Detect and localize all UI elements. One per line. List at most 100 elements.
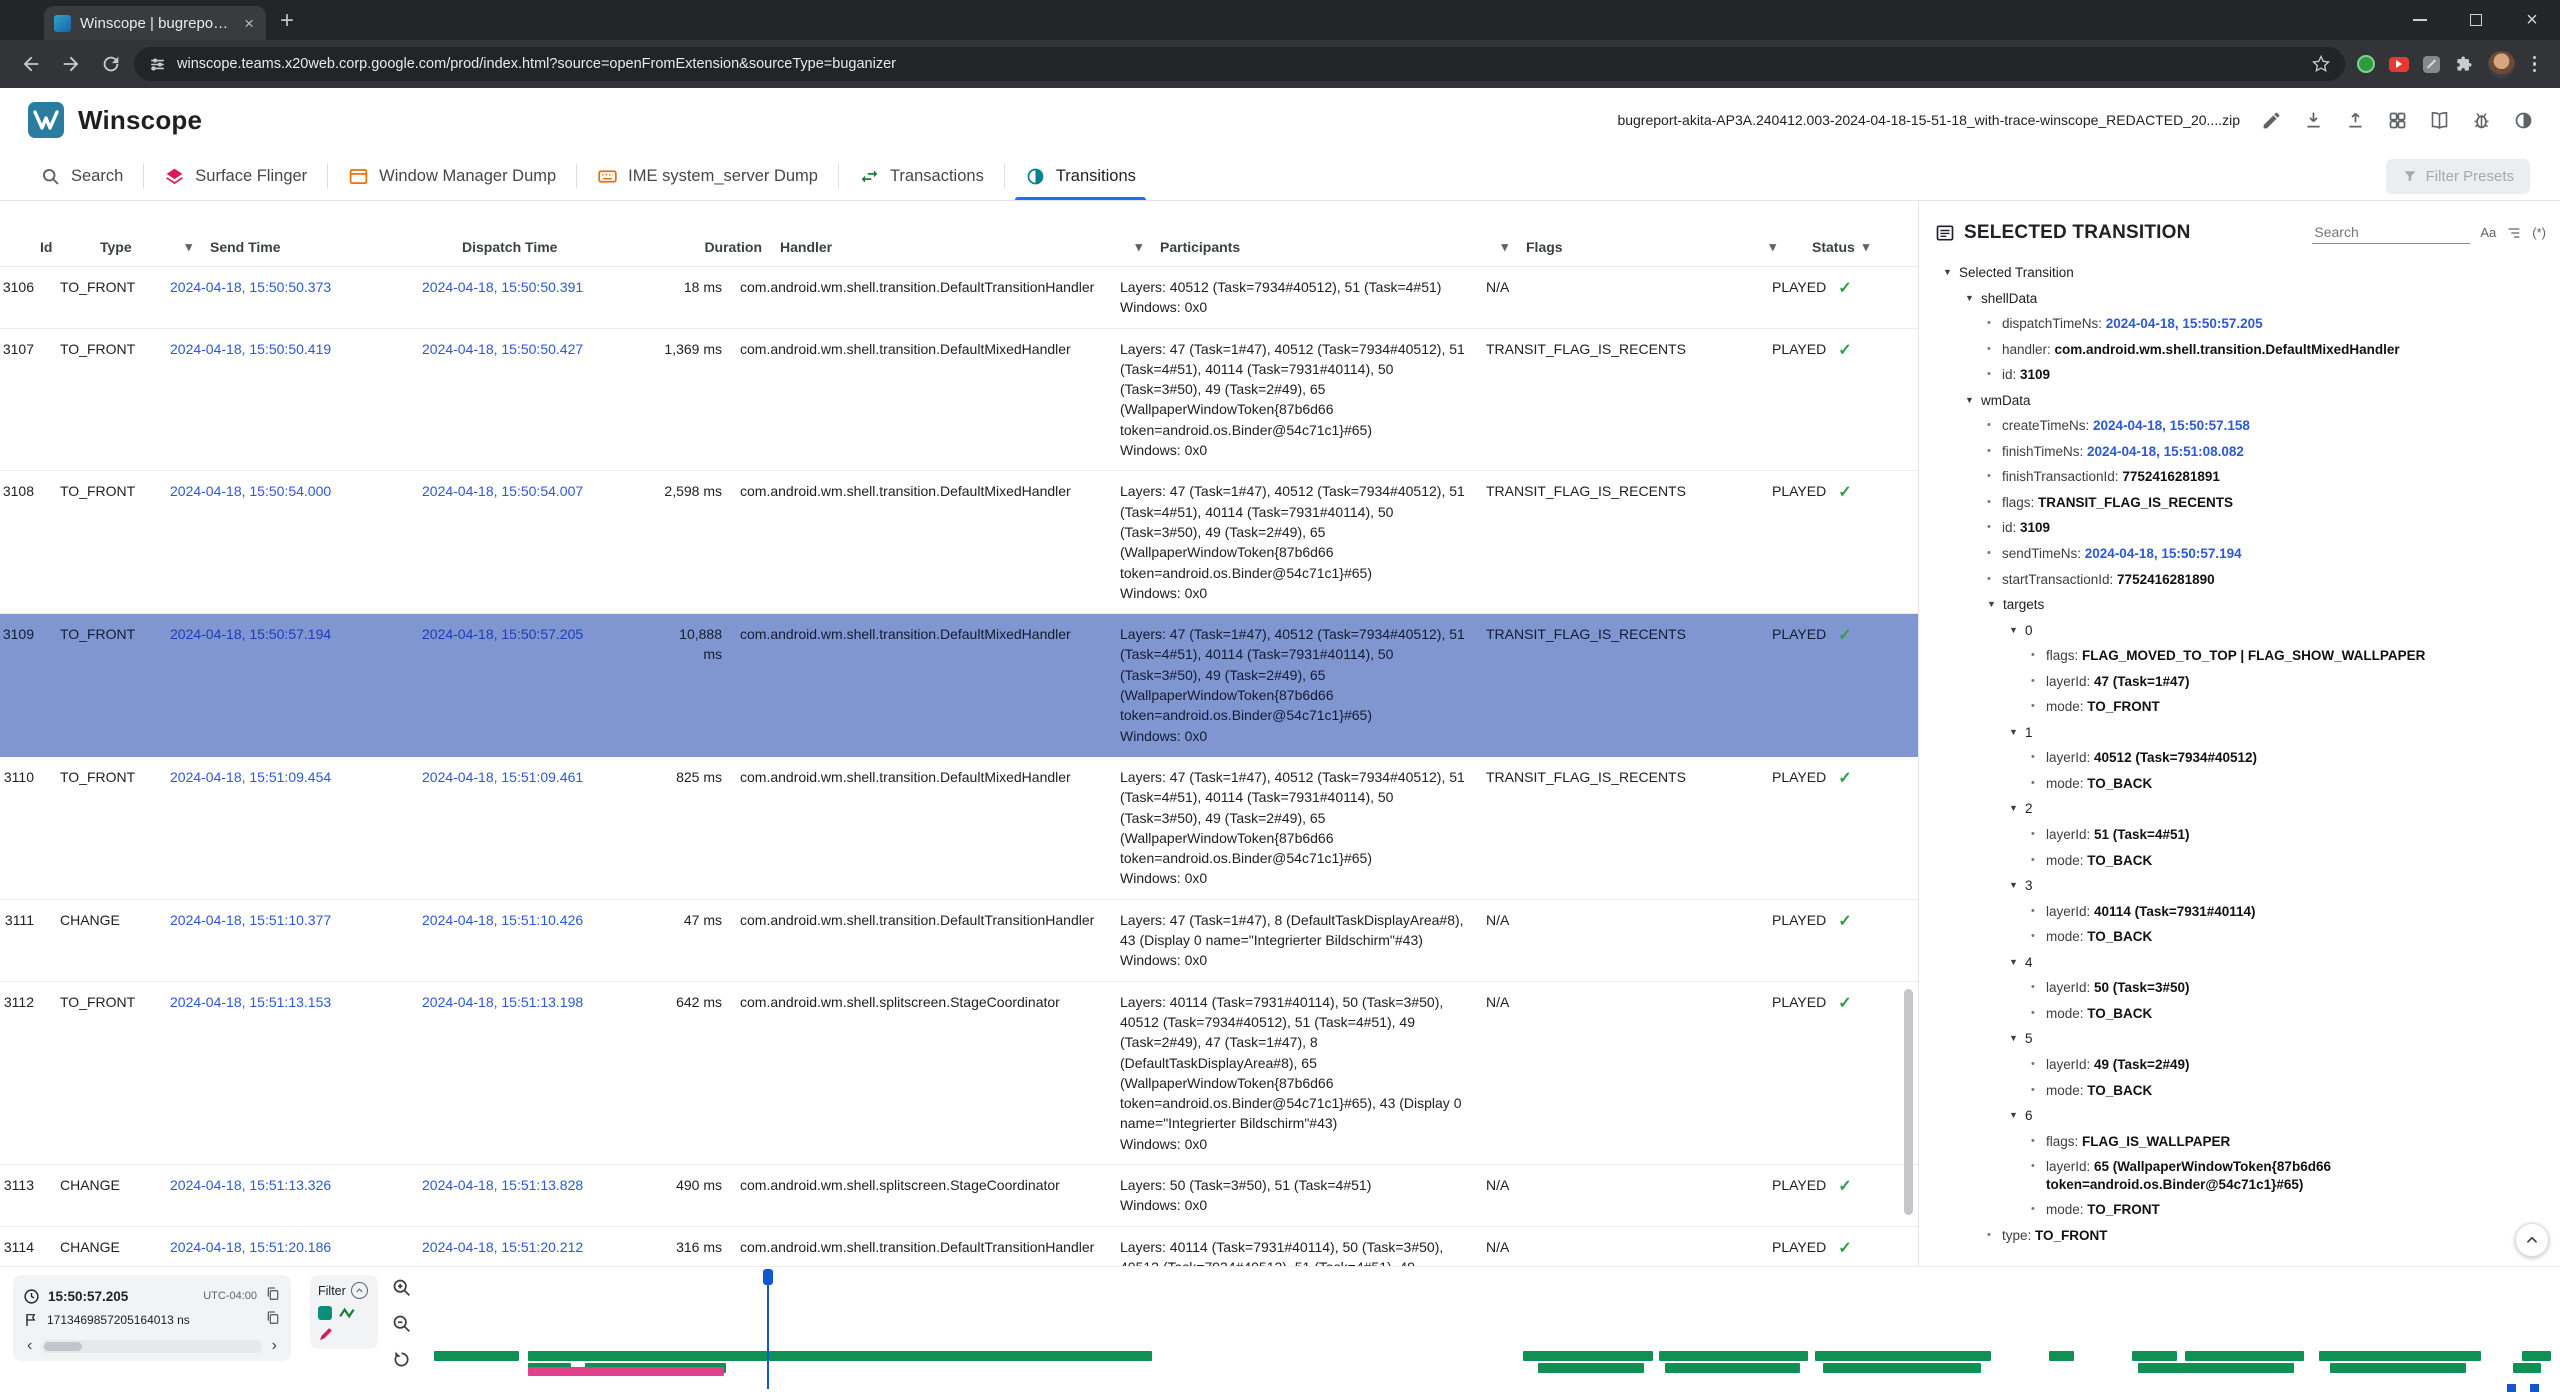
expand-arrow-icon[interactable]: ▼: [2009, 803, 2018, 814]
forward-icon[interactable]: [54, 47, 88, 81]
expand-arrow-icon[interactable]: ▼: [2009, 1110, 2018, 1121]
tune-icon[interactable]: [148, 55, 167, 74]
tree-leaf[interactable]: • mode: TO_BACK: [1923, 1082, 2552, 1100]
expand-arrow-icon[interactable]: ▼: [2009, 624, 2018, 635]
send-time-link[interactable]: 2024-04-18, 15:50:50.419: [170, 340, 332, 357]
transitions-trace-filter-icon[interactable]: [318, 1306, 332, 1320]
tree-group[interactable]: ▼ 4: [1923, 954, 2552, 972]
sf-trace-filter-icon[interactable]: [318, 1326, 334, 1342]
timeline-segment[interactable]: [2138, 1363, 2294, 1373]
tree-group[interactable]: ▼ Selected Transition: [1923, 264, 2552, 282]
table-row[interactable]: 3111 CHANGE 2024-04-18, 15:51:10.377 2024-0…: [0, 900, 1918, 982]
column-header-participants[interactable]: Participants ▾: [1160, 238, 1508, 255]
column-header-flags[interactable]: Flags ▾: [1526, 238, 1776, 255]
expand-arrow-icon[interactable]: ▼: [1987, 599, 1996, 610]
tree-leaf[interactable]: • mode: TO_BACK: [1923, 928, 2552, 946]
timeline-segment[interactable]: [1659, 1351, 1809, 1361]
extensions-puzzle-icon[interactable]: [2454, 54, 2474, 74]
documentation-icon[interactable]: [2428, 109, 2450, 131]
flat-view-icon[interactable]: [2506, 225, 2522, 241]
send-time-link[interactable]: 2024-04-18, 15:51:09.454: [170, 768, 332, 785]
column-header-id[interactable]: Id: [40, 238, 53, 255]
tree-leaf[interactable]: • handler: com.android.wm.shell.transitio…: [1923, 341, 2552, 359]
tree-leaf[interactable]: • mode: TO_FRONT: [1923, 698, 2552, 716]
zoom-out-button[interactable]: [388, 1310, 414, 1336]
timeline-segment[interactable]: [1814, 1351, 1992, 1361]
timeline-segment[interactable]: [2319, 1351, 2482, 1361]
tab-close-icon[interactable]: ×: [244, 13, 254, 33]
table-row[interactable]: 3107 TO_FRONT 2024-04-18, 15:50:50.419 2024…: [0, 329, 1918, 472]
expand-arrow-icon[interactable]: ▼: [1965, 394, 1974, 405]
timeline-canvas[interactable]: [430, 1267, 2560, 1392]
tree-leaf[interactable]: • mode: TO_BACK: [1923, 1005, 2552, 1023]
timeline-segment[interactable]: [2185, 1351, 2305, 1361]
tree-leaf[interactable]: • finishTransactionId: 7752416281891: [1923, 468, 2552, 486]
filter-caret-icon[interactable]: ▾: [1501, 238, 1508, 254]
tab-surface-flinger[interactable]: Surface Flinger: [144, 152, 327, 200]
column-header-dispatch-time[interactable]: Dispatch Time: [462, 238, 558, 255]
extension-green-icon[interactable]: [2356, 55, 2375, 73]
window-close-button[interactable]: ×: [2526, 8, 2538, 31]
regex-button[interactable]: (*): [2532, 225, 2546, 240]
expand-arrow-icon[interactable]: ▼: [2009, 1033, 2018, 1044]
timeline-segment[interactable]: [434, 1351, 520, 1361]
window-minimize-button[interactable]: [2392, 0, 2448, 40]
bookmark-star-icon[interactable]: [2311, 54, 2331, 74]
zoom-reset-button[interactable]: [388, 1346, 414, 1372]
filter-collapse-button[interactable]: [350, 1282, 368, 1299]
tab-search[interactable]: Search: [20, 152, 143, 200]
timeline-sf-segment[interactable]: [527, 1367, 724, 1376]
download-icon[interactable]: [2302, 109, 2324, 131]
browser-menu-icon[interactable]: [2529, 55, 2541, 73]
scroll-left-button[interactable]: ‹: [27, 1337, 33, 1354]
timeline-segment[interactable]: [2131, 1351, 2177, 1361]
send-time-link[interactable]: 2024-04-18, 15:50:50.373: [170, 279, 332, 295]
filter-caret-icon[interactable]: ▾: [1769, 238, 1776, 254]
column-header-status[interactable]: Status ▾: [1812, 238, 1870, 255]
tree-leaf[interactable]: • finishTimeNs: 2024-04-18, 15:51:08.082: [1923, 443, 2552, 461]
upload-icon[interactable]: [2344, 109, 2366, 131]
timeline-segment[interactable]: [1823, 1363, 1981, 1373]
tree-leaf[interactable]: • layerId: 40114 (Task=7931#40114): [1923, 903, 2552, 921]
expand-arrow-icon[interactable]: ▼: [2009, 880, 2018, 891]
timeline-segment[interactable]: [1665, 1363, 1800, 1373]
filter-caret-icon[interactable]: ▾: [185, 238, 192, 254]
tree-leaf[interactable]: • layerId: 51 (Task=4#51): [1923, 826, 2552, 844]
tree-leaf[interactable]: • createTimeNs: 2024-04-18, 15:50:57.158: [1923, 417, 2552, 435]
timeline-segment[interactable]: [2048, 1351, 2075, 1361]
timeline-segment[interactable]: [2329, 1363, 2467, 1373]
send-time-link[interactable]: 2024-04-18, 15:51:10.377: [170, 911, 332, 928]
tree-leaf[interactable]: • id: 3109: [1923, 519, 2552, 537]
extension-youtube-icon[interactable]: [2388, 56, 2409, 72]
tree-leaf[interactable]: • mode: TO_BACK: [1923, 775, 2552, 793]
tree-leaf[interactable]: • dispatchTimeNs: 2024-04-18, 15:50:57.20…: [1923, 315, 2552, 333]
tree-leaf[interactable]: • flags: TRANSIT_FLAG_IS_RECENTS: [1923, 494, 2552, 512]
tree-group[interactable]: ▼ shellData: [1923, 290, 2552, 308]
tree-leaf[interactable]: • layerId: 50 (Task=3#50): [1923, 979, 2552, 997]
timeline-segment[interactable]: [527, 1351, 1153, 1361]
timeline-hscrollbar[interactable]: [42, 1339, 262, 1353]
tree-leaf[interactable]: • id: 3109: [1923, 366, 2552, 384]
filter-caret-icon[interactable]: ▾: [1135, 238, 1142, 254]
theme-toggle-icon[interactable]: [2512, 109, 2534, 131]
browser-tab[interactable]: Winscope | bugreport-ak ×: [44, 6, 266, 40]
table-row[interactable]: 3110 TO_FRONT 2024-04-18, 15:51:09.454 2024…: [0, 757, 1918, 900]
tree-leaf[interactable]: • flags: FLAG_IS_WALLPAPER: [1923, 1133, 2552, 1151]
edit-icon[interactable]: [2260, 109, 2282, 131]
tree-leaf[interactable]: • sendTimeNs: 2024-04-18, 15:50:57.194: [1923, 545, 2552, 563]
column-header-handler[interactable]: Handler ▾: [780, 238, 1142, 255]
tree-group[interactable]: ▼ targets: [1923, 596, 2552, 614]
match-case-button[interactable]: Aa: [2480, 225, 2497, 240]
tab-window-manager[interactable]: Window Manager Dump: [328, 152, 576, 200]
dispatch-time-link[interactable]: 2024-04-18, 15:51:13.198: [422, 993, 584, 1010]
extension-gray-icon[interactable]: [2422, 55, 2440, 73]
send-time-link[interactable]: 2024-04-18, 15:51:20.186: [170, 1238, 332, 1255]
dispatch-time-link[interactable]: 2024-04-18, 15:50:54.007: [422, 483, 584, 500]
tree-leaf[interactable]: • layerId: 65 (WallpaperWindowToken{87b6d…: [1923, 1158, 2552, 1193]
tab-transitions[interactable]: Transitions: [1005, 152, 1156, 200]
shortcuts-icon[interactable]: [2386, 109, 2408, 131]
timeline-cursor[interactable]: [762, 1269, 773, 1389]
column-header-type[interactable]: Type ▾: [100, 238, 192, 255]
dispatch-time-link[interactable]: 2024-04-18, 15:51:20.212: [422, 1238, 584, 1255]
table-row[interactable]: 3114 CHANGE 2024-04-18, 15:51:20.186 2024-0…: [0, 1227, 1918, 1266]
